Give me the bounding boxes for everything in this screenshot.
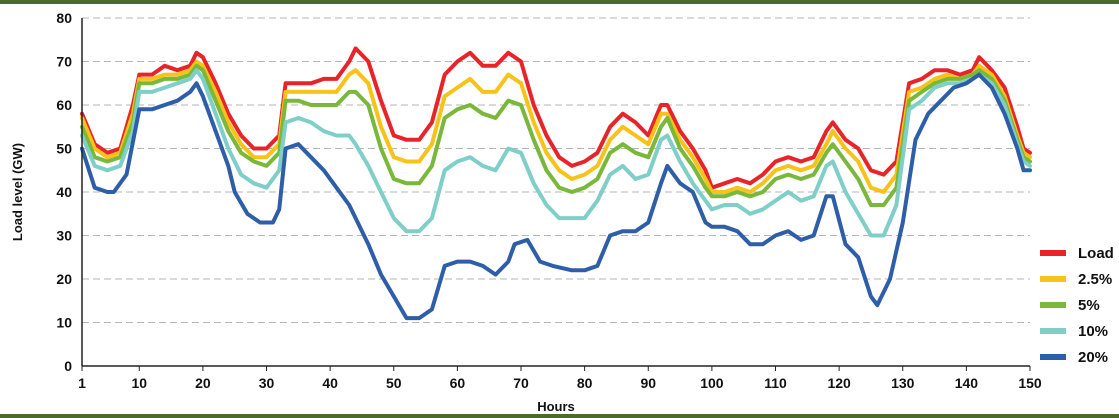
x-tick-label: 20 xyxy=(195,375,211,391)
grid-lines xyxy=(82,17,1030,323)
x-tick-label: 100 xyxy=(700,375,724,391)
x-axis-title: Hours xyxy=(537,399,575,414)
legend-label: 10% xyxy=(1078,323,1108,340)
y-tick-label: 50 xyxy=(56,141,72,157)
series-line-2 xyxy=(80,59,1032,194)
x-axis-ticks: 1 10 20 30 40 50 60 70 80 90 100 110 120 130 140 150 xyxy=(78,366,1042,391)
top-frame-bar xyxy=(0,0,1119,4)
x-tick-label: 140 xyxy=(955,375,979,391)
x-tick-label: 50 xyxy=(386,375,402,391)
x-tick-label: 40 xyxy=(322,375,338,391)
legend-label: Load xyxy=(1078,245,1114,262)
y-tick-label: 60 xyxy=(56,97,72,113)
y-tick-label: 80 xyxy=(56,10,72,26)
series-lines xyxy=(80,46,1032,321)
series-line-3 xyxy=(80,63,1032,207)
y-axis-title: Load level (GW) xyxy=(10,143,25,241)
y-tick-label: 0 xyxy=(64,358,72,374)
legend-label: 20% xyxy=(1078,349,1108,366)
series-line-4 xyxy=(80,68,1032,238)
series-line-1 xyxy=(80,46,1032,190)
y-tick-label: 30 xyxy=(56,228,72,244)
x-tick-label: 130 xyxy=(891,375,915,391)
x-tick-label: 1 xyxy=(78,375,86,391)
x-tick-label: 90 xyxy=(640,375,656,391)
x-tick-label: 60 xyxy=(450,375,466,391)
x-tick-label: 30 xyxy=(259,375,275,391)
bottom-frame-bar xyxy=(0,414,1119,418)
y-axis-ticks: 0 10 20 30 40 50 60 70 80 xyxy=(56,10,72,374)
x-tick-label: 120 xyxy=(827,375,851,391)
legend-label: 2.5% xyxy=(1078,271,1112,288)
x-tick-label: 150 xyxy=(1018,375,1042,391)
x-tick-label: 70 xyxy=(513,375,529,391)
legend-label: 5% xyxy=(1078,297,1100,314)
x-tick-label: 10 xyxy=(131,375,147,391)
series-line-5 xyxy=(80,72,1032,321)
x-tick-label: 110 xyxy=(764,375,787,391)
y-tick-label: 40 xyxy=(56,184,72,200)
y-tick-label: 70 xyxy=(56,54,72,70)
y-tick-label: 20 xyxy=(56,271,72,287)
legend: Load 2.5% 5% 10% 20% xyxy=(1040,245,1114,366)
x-tick-label: 80 xyxy=(577,375,593,391)
y-tick-label: 10 xyxy=(56,315,72,331)
